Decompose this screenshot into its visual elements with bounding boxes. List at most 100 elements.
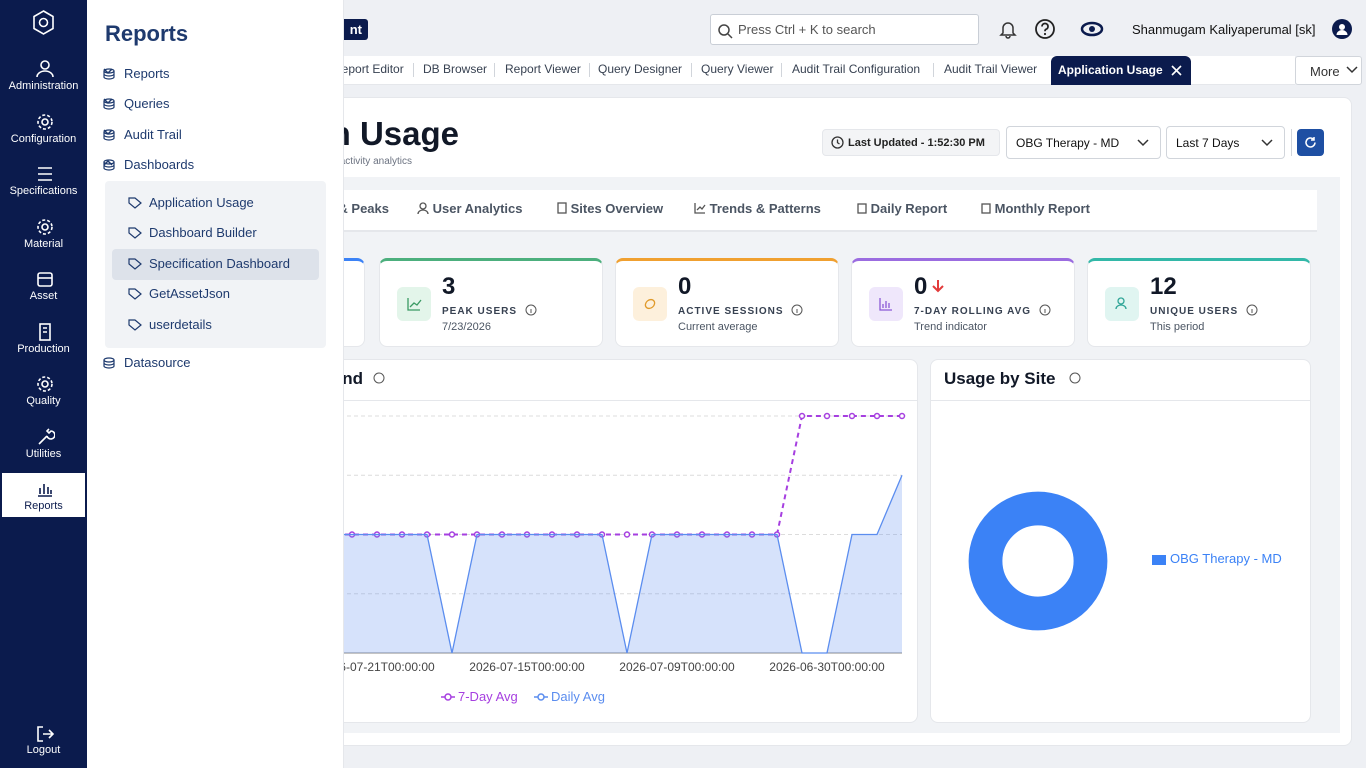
last-updated: Last Updated - 1:52:30 PM	[822, 129, 1000, 156]
nav-item[interactable]: Administration	[2, 53, 85, 97]
info-icon[interactable]	[525, 304, 537, 316]
nav-item[interactable]: Production	[2, 316, 85, 360]
range-select-value: Last 7 Days	[1176, 136, 1240, 150]
tab[interactable]: Audit Trail Configuration	[792, 62, 921, 76]
point	[873, 412, 881, 420]
kpi-value: 0	[914, 273, 945, 301]
point	[898, 412, 906, 420]
nav-icon	[37, 218, 53, 235]
tab-separator	[781, 63, 782, 77]
chevron-down	[103, 129, 113, 136]
info-icon[interactable]	[1039, 304, 1051, 316]
submenu-label: GetAssetJson	[149, 286, 230, 301]
nav-item[interactable]: Material	[2, 211, 85, 255]
nav-item[interactable]: Configuration	[2, 106, 85, 150]
chevron	[1137, 139, 1149, 147]
section-tab[interactable]: Daily Report	[857, 201, 947, 216]
area	[327, 475, 902, 653]
chevron-down	[103, 68, 113, 75]
search-placeholder: Press Ctrl + K to search	[738, 22, 876, 37]
card-divider	[931, 400, 1310, 401]
menu-label: Dashboards	[124, 157, 195, 172]
tab-separator	[494, 63, 495, 77]
info-icon[interactable]	[791, 304, 803, 316]
nav-label: Asset	[29, 290, 58, 302]
divider	[1291, 129, 1292, 156]
flyout-title: Reports	[105, 21, 189, 46]
section-tab[interactable]: Trends & Patterns	[694, 201, 821, 216]
section-tab[interactable]: Monthly Report	[981, 201, 1090, 216]
nav-item[interactable]: Asset	[2, 263, 85, 307]
nav-item[interactable]: Quality	[2, 368, 85, 412]
legend-swatch	[1152, 555, 1166, 565]
section-tab-label: User Analytics	[432, 201, 523, 216]
tab[interactable]: Report Editor	[333, 62, 404, 76]
menu-label: Audit Trail	[124, 127, 182, 142]
kpi-card: 3 PEAK USERS 7/23/2026	[379, 258, 603, 347]
kpi-label-text: PEAK USERS	[442, 306, 518, 317]
kpi-note: Current average	[678, 321, 758, 333]
nav-icon	[37, 272, 53, 287]
legend-marker	[537, 693, 545, 701]
section-tab[interactable]: User Analytics	[417, 201, 522, 216]
info-icon	[373, 372, 385, 384]
user-name[interactable]: Shanmugam Kaliyaperumal [sk]	[1132, 22, 1316, 37]
nav-icon	[37, 113, 53, 130]
point	[848, 412, 856, 420]
tab-separator	[691, 63, 692, 77]
view-button[interactable]	[1080, 18, 1104, 40]
chevron	[1346, 66, 1358, 74]
submenu-highlight	[112, 249, 319, 280]
nav-icon	[36, 60, 54, 78]
nav-item[interactable]: Reports	[2, 473, 85, 517]
range-select[interactable]: Last 7 Days	[1166, 126, 1285, 159]
chart-title: Usage by Site	[944, 369, 1056, 388]
tab-separator	[589, 63, 590, 77]
more-label: More	[1310, 64, 1340, 79]
clock-icon	[831, 136, 844, 149]
kpi-note: Trend indicator	[914, 321, 987, 333]
tab[interactable]: DB Browser	[423, 62, 488, 76]
tab[interactable]: Query Designer	[598, 62, 683, 76]
user-avatar[interactable]	[1332, 19, 1352, 39]
search-box[interactable]: Press Ctrl + K to search	[710, 14, 979, 45]
nav-item[interactable]: Specifications	[2, 158, 85, 202]
tab-icon	[557, 202, 567, 214]
help-button[interactable]	[1034, 18, 1056, 40]
submenu-label: userdetails	[149, 317, 212, 332]
nav-item[interactable]: Utilities	[2, 421, 85, 465]
kpi-note: This period	[1150, 321, 1205, 333]
close-tab[interactable]	[1171, 65, 1182, 76]
db-icon	[103, 357, 115, 369]
active-tab[interactable]: Application Usage	[1051, 56, 1191, 85]
tag-icon	[128, 319, 142, 331]
info-icon[interactable]	[1246, 304, 1258, 316]
nav-label: Specifications	[9, 185, 78, 197]
chevron-down	[103, 98, 113, 105]
search-icon	[718, 24, 733, 39]
chevron	[1261, 139, 1273, 147]
tab[interactable]: Query Viewer	[701, 62, 774, 76]
tab[interactable]: Report Viewer	[505, 62, 581, 76]
more-button[interactable]: More	[1295, 56, 1362, 85]
refresh-button[interactable]	[1297, 129, 1324, 156]
kpi-label: UNIQUE USERS	[1150, 304, 1258, 317]
tab[interactable]: Audit Trail Viewer	[944, 62, 1038, 76]
legend-label: OBG Therapy - MD	[1170, 551, 1282, 566]
kpi-icon	[397, 287, 431, 321]
nav-label: Reports	[24, 500, 63, 512]
menu-label: Reports	[124, 66, 170, 81]
submenu-label: Specification Dashboard	[149, 256, 290, 271]
point	[623, 531, 631, 538]
site-select[interactable]: OBG Therapy - MD	[1006, 126, 1161, 159]
tab-icon	[417, 202, 429, 215]
chevron-up	[103, 159, 113, 166]
logout-button[interactable]: Logout	[2, 718, 85, 762]
legend-label: 7-Day Avg	[458, 689, 518, 704]
notifications-button[interactable]	[998, 19, 1018, 39]
section-tab[interactable]: Sites Overview	[557, 201, 663, 216]
active-tab-label: Application Usage	[1058, 63, 1163, 77]
sidebar: Administration Configuration Specification…	[0, 0, 87, 768]
